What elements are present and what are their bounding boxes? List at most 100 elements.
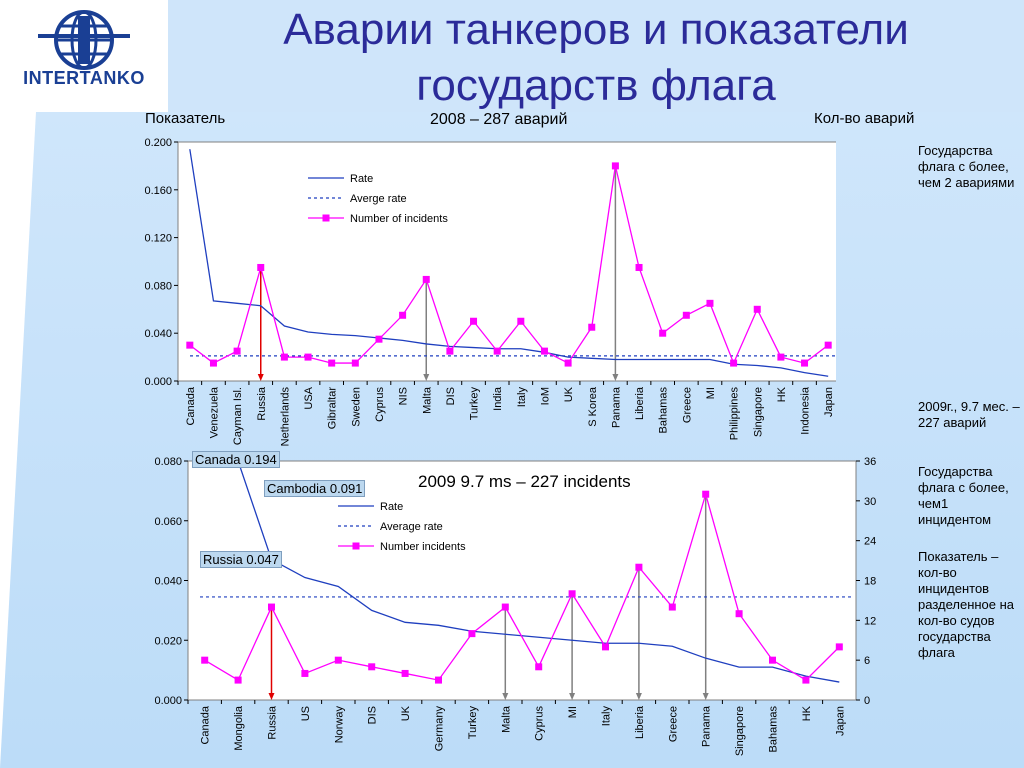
x-tick-label: Panama: [701, 705, 713, 747]
left-tick-label: 0.080: [144, 280, 172, 292]
incident-point: [301, 669, 309, 677]
incident-point: [659, 329, 667, 337]
series-rate-line: [189, 149, 829, 377]
x-tick-label: Japan: [823, 387, 835, 417]
incident-point: [234, 676, 242, 684]
x-tick-label: MI: [567, 706, 579, 718]
x-tick-label: UK: [400, 705, 412, 721]
incident-point: [399, 311, 407, 319]
incident-point: [268, 603, 275, 611]
right-tick-label: 12: [864, 615, 876, 627]
right-tick-label: 24: [864, 536, 876, 548]
annotation-russia: Russia 0.047: [200, 551, 282, 568]
incident-point: [422, 275, 430, 283]
x-tick-label: India: [492, 386, 504, 411]
x-tick-label: Venezuela: [208, 386, 220, 438]
incident-point: [682, 311, 690, 319]
x-tick-label: Cyprus: [374, 387, 386, 422]
incident-point: [730, 359, 738, 367]
plot-area: [177, 141, 836, 382]
incident-point: [328, 359, 336, 367]
globe-icon: [38, 10, 130, 70]
incident-point: [702, 490, 710, 498]
x-tick-label: Netherlands: [279, 387, 291, 447]
pointer-arrow-head: [612, 374, 619, 381]
legend-average-label: Averge rate: [350, 193, 407, 205]
incident-point: [280, 353, 288, 361]
incident-point: [602, 643, 609, 651]
x-tick-label: Philippines: [729, 387, 741, 441]
left-tick-label: 0.120: [144, 233, 172, 245]
x-tick-label: NIS: [398, 387, 410, 405]
incident-point: [540, 347, 548, 355]
incident-point: [668, 603, 676, 611]
pointer-arrow-head: [423, 374, 430, 381]
incident-point: [564, 359, 572, 367]
legend-incidents-marker: [352, 542, 360, 550]
x-tick-label: Turkey: [467, 706, 479, 740]
incident-point: [824, 341, 832, 349]
title-box: [168, 0, 1024, 112]
left-tick-label: 0.200: [144, 137, 172, 149]
x-tick-label: Cyprus: [534, 706, 546, 741]
incident-point: [568, 590, 576, 598]
x-tick-label: Canada: [185, 386, 197, 425]
incident-point: [769, 656, 776, 664]
incident-point: [535, 663, 543, 671]
left-axis-label: Показатель: [145, 110, 226, 127]
pointer-arrow-head: [268, 693, 275, 700]
x-tick-label: Bahamas: [768, 706, 780, 753]
pointer-arrow-head: [502, 693, 509, 700]
side-note-bottom1: Государства флага с более, чем1 инцидент…: [918, 464, 1009, 527]
x-tick-label: US: [300, 706, 312, 721]
x-tick-label: Indonesia: [800, 386, 812, 435]
x-tick-label: Gibraltar: [327, 387, 339, 430]
x-tick-label: Mongolia: [233, 705, 245, 751]
pointer-arrow-head: [702, 693, 709, 700]
incident-point: [209, 359, 217, 367]
incident-point: [635, 563, 643, 571]
pointer-arrow-head: [635, 693, 642, 700]
incident-point: [735, 610, 743, 618]
x-tick-label: Sweden: [350, 387, 362, 427]
x-tick-label: UK: [563, 386, 575, 402]
incident-point: [186, 341, 194, 349]
logo: INTERTANKO: [0, 0, 168, 112]
left-tick-label: 0.000: [144, 376, 172, 388]
incident-point: [351, 359, 359, 367]
legend-rate-label: Rate: [380, 501, 403, 513]
pointer-arrow-head: [257, 374, 264, 381]
chart1-title: 2008 – 287 аварий: [430, 111, 568, 128]
side-note-bottom2: Показатель – кол-во инцидентов разделенн…: [918, 549, 1015, 660]
x-tick-label: Singapore: [752, 387, 764, 437]
right-tick-label: 6: [864, 655, 870, 667]
incident-point: [304, 353, 312, 361]
left-tick-label: 0.060: [154, 516, 182, 528]
legend-incidents-label: Number of incidents: [350, 213, 448, 225]
right-tick-label: 0: [864, 695, 870, 707]
left-tick-label: 0.000: [154, 695, 182, 707]
x-tick-label: DIS: [445, 387, 457, 405]
chart2-title: 2009 9.7 ms – 227 incidents: [418, 472, 631, 491]
series-incidents-line: [189, 165, 829, 365]
left-tick-label: 0.160: [144, 185, 172, 197]
x-tick-label: Italy: [601, 706, 613, 727]
x-tick-label: MI: [705, 387, 717, 399]
right-axis-label: Кол-во аварий: [814, 110, 915, 127]
legend-incidents-marker: [322, 214, 330, 222]
page-title: Аварии танкеров и показатели государств …: [283, 5, 909, 110]
x-tick-label: Canada: [200, 705, 212, 744]
x-tick-label: Bahamas: [658, 387, 670, 434]
incident-point: [446, 347, 454, 355]
side-note-middle: 2009г., 9.7 мес. – 227 аварий: [918, 399, 1020, 430]
incident-point: [801, 359, 809, 367]
incident-point: [257, 263, 265, 271]
right-tick-label: 36: [864, 456, 876, 468]
x-tick-label: Malta: [421, 386, 433, 414]
incident-point: [611, 162, 619, 170]
x-tick-label: IoM: [539, 387, 551, 405]
incident-point: [706, 299, 714, 307]
incident-point: [501, 603, 509, 611]
right-tick-label: 18: [864, 576, 876, 588]
incident-point: [835, 643, 843, 651]
